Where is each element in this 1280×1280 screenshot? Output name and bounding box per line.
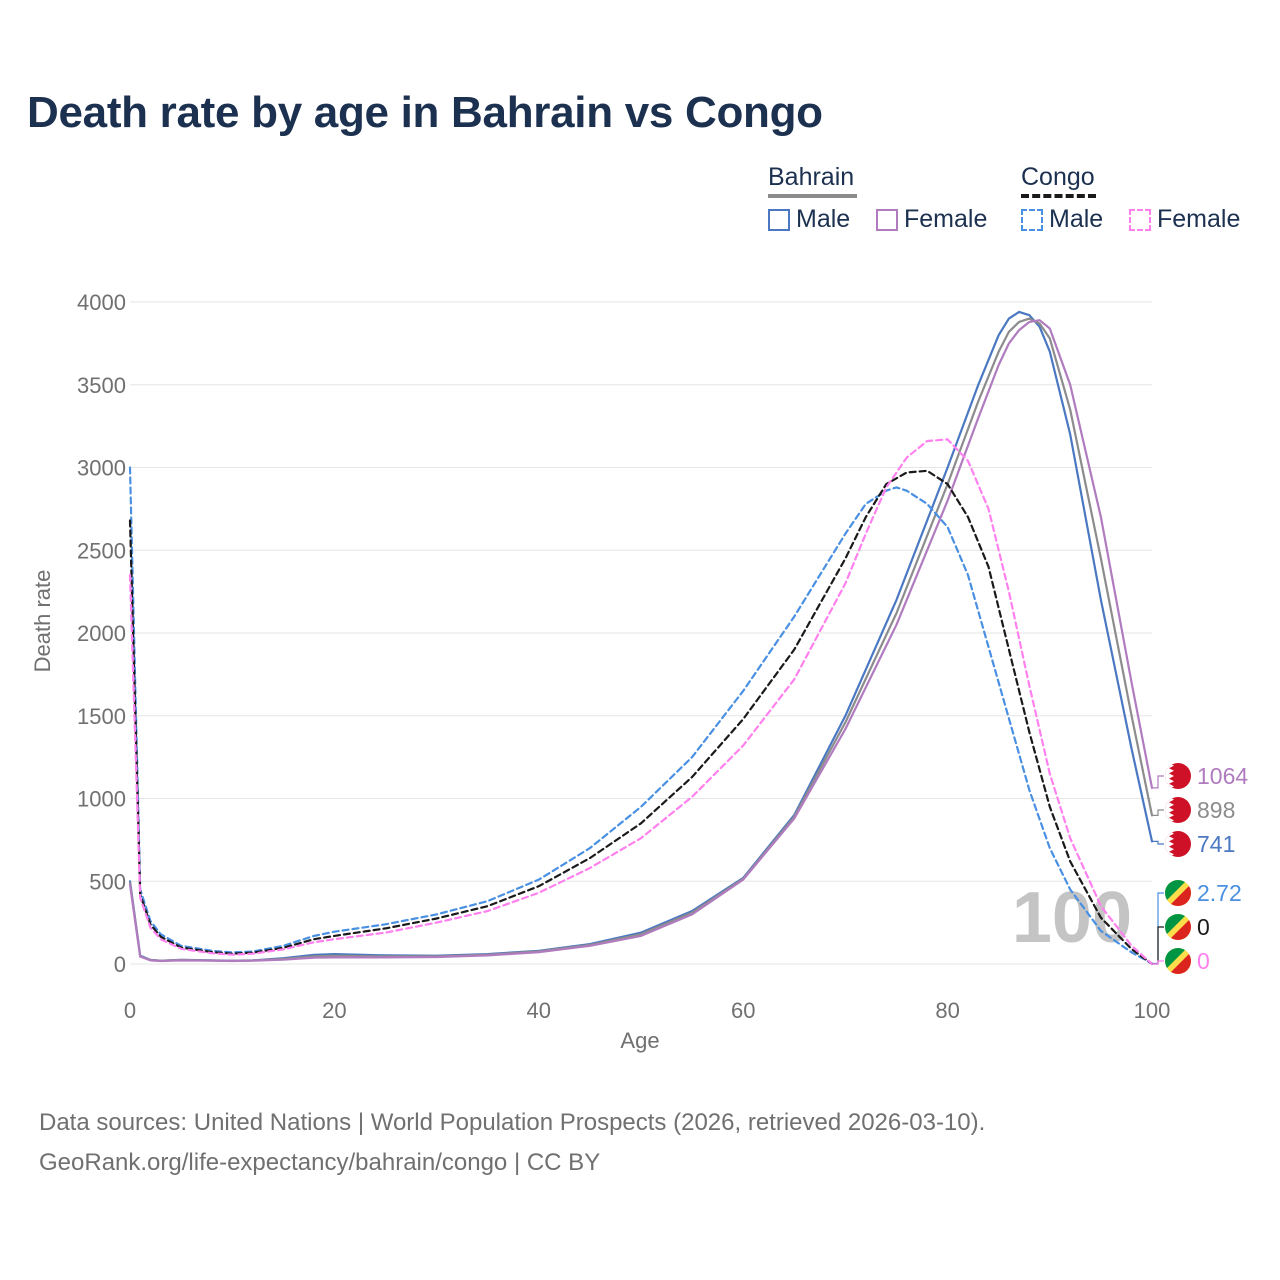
chart-plot: 100 741 898 1064 2.72 0 0 0 500 1000 1500 2000 250… — [30, 290, 1248, 1053]
series-line-bahrain-male[interactable] — [128, 310, 1154, 962]
end-label-connector — [1152, 960, 1164, 965]
chart-title: Death rate by age in Bahrain vs Congo — [27, 88, 823, 137]
legend-swatch-bahrain-female — [876, 208, 898, 231]
x-tick-label: 40 — [527, 998, 551, 1023]
legend-group-congo-line — [1021, 194, 1096, 198]
x-axis-title: Age — [620, 1028, 659, 1053]
y-tick-label: 2500 — [77, 538, 126, 563]
y-tick-label: 3000 — [77, 456, 126, 481]
bahrain-flag-icon — [1165, 831, 1191, 857]
legend-item-congo-male[interactable]: Male — [1021, 205, 1103, 234]
end-label-connector — [1152, 775, 1164, 789]
series-line-congo-female[interactable] — [128, 438, 1154, 966]
congo-flag-icon — [1165, 914, 1191, 940]
end-value-label: 0 — [1197, 948, 1210, 974]
end-value-label: 0 — [1197, 914, 1210, 940]
end-value-label: 1064 — [1197, 763, 1248, 789]
bahrain-flag-icon — [1165, 797, 1191, 823]
y-tick-label: 1000 — [77, 787, 126, 812]
legend-swatch-congo-female — [1129, 208, 1151, 231]
y-tick-label: 2000 — [77, 621, 126, 646]
y-tick-label: 0 — [114, 952, 126, 977]
legend-item-bahrain-male[interactable]: Male — [768, 205, 850, 234]
bahrain-flag-icon — [1165, 763, 1191, 789]
series-line-bahrain-female[interactable] — [128, 319, 1154, 963]
end-value-label: 898 — [1197, 797, 1235, 823]
end-label-connector — [1152, 809, 1164, 816]
end-label-connector — [1152, 840, 1164, 845]
y-axis-title: Death rate — [30, 570, 55, 673]
x-tick-label: 80 — [935, 998, 959, 1023]
y-tick-label: 4000 — [77, 290, 126, 315]
legend-swatch-bahrain-male — [768, 208, 790, 231]
legend-swatch-congo-male — [1021, 208, 1043, 231]
series-line-congo-male[interactable] — [128, 466, 1154, 965]
congo-flag-icon — [1165, 948, 1191, 974]
end-value-label: 2.72 — [1197, 880, 1242, 906]
legend-item-bahrain-female[interactable]: Female — [876, 205, 987, 234]
end-label-connector — [1152, 926, 1164, 965]
x-tick-label: 60 — [731, 998, 755, 1023]
legend-group-bahrain[interactable]: Bahrain — [768, 163, 857, 198]
x-tick-label: 100 — [1134, 998, 1171, 1023]
legend-item-congo-female[interactable]: Female — [1129, 205, 1240, 234]
series-line-bahrain-total[interactable] — [128, 317, 1154, 962]
y-tick-label: 3500 — [77, 373, 126, 398]
end-value-label: 741 — [1197, 831, 1235, 857]
x-tick-label: 0 — [124, 998, 136, 1023]
footer-source: Data sources: United Nations | World Pop… — [39, 1109, 986, 1136]
series-line-congo-total[interactable] — [128, 469, 1154, 966]
y-tick-label: 1500 — [77, 704, 126, 729]
footer-url[interactable]: GeoRank.org/life-expectancy/bahrain/cong… — [39, 1149, 601, 1176]
legend-group-bahrain-line — [768, 194, 857, 198]
y-tick-label: 500 — [89, 869, 126, 894]
x-tick-label: 20 — [322, 998, 346, 1023]
congo-flag-icon — [1165, 880, 1191, 906]
legend-group-congo[interactable]: Congo — [1021, 163, 1096, 198]
